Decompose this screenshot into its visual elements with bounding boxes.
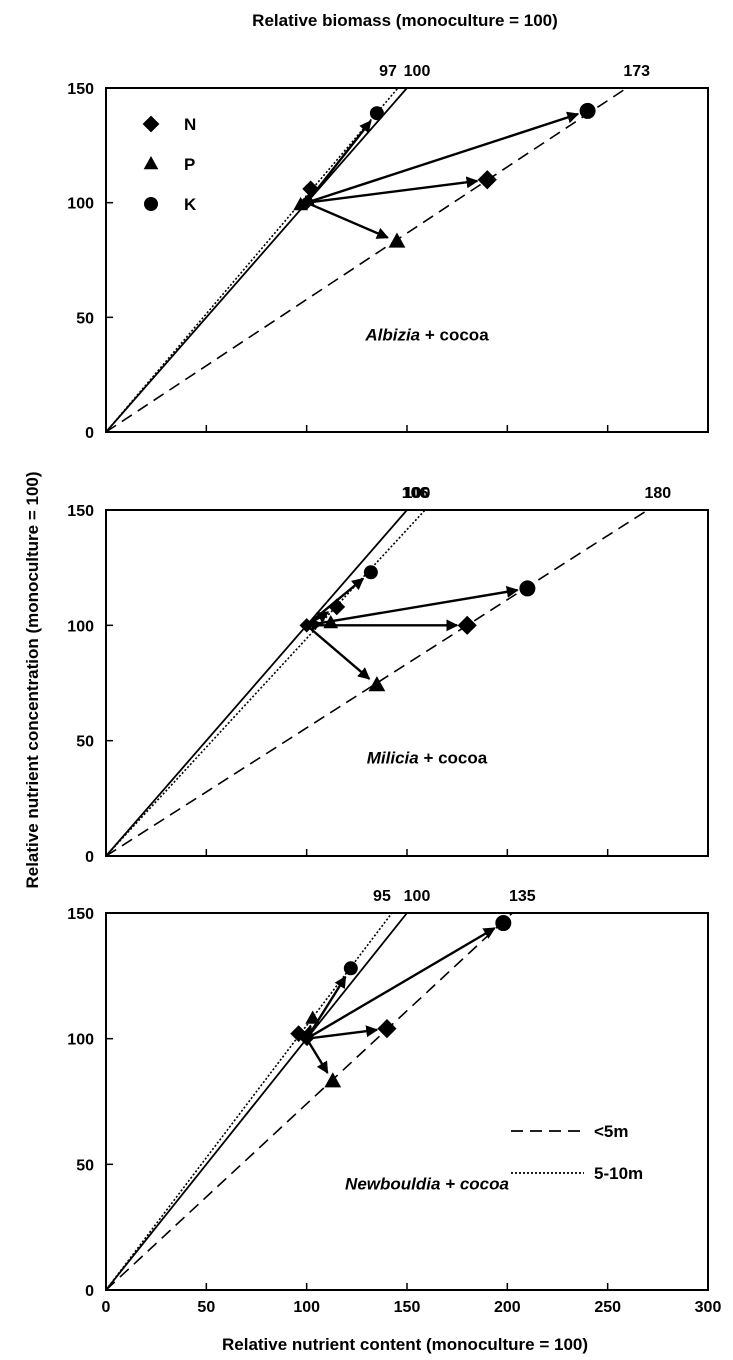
legend-marker-P — [143, 155, 159, 170]
plot-frame — [105, 509, 709, 857]
panel-title-italic: Newbouldia + cocoa — [345, 1174, 509, 1193]
isoline-solid — [105, 912, 408, 1291]
y-tick-label: 150 — [67, 503, 94, 520]
panel-title-rest: + cocoa — [419, 749, 488, 768]
legend-line-label: <5m — [594, 1122, 629, 1141]
x-tick-label: 100 — [293, 1299, 320, 1316]
isoline-label: 95 — [373, 888, 391, 905]
point-P-dashed — [368, 676, 386, 692]
y-tick-label: 0 — [85, 1283, 94, 1300]
point-K-dotted — [369, 106, 384, 121]
x-tick-label: 300 — [695, 1299, 722, 1316]
x-tick-label: 200 — [494, 1299, 521, 1316]
isoline-dashed — [105, 912, 513, 1291]
point-P-dashed — [388, 232, 406, 248]
vector-arrow-K — [305, 120, 372, 204]
panel-title-rest: + cocoa — [420, 325, 489, 344]
panel-title-italic: Milicia — [367, 749, 419, 768]
legend-marker-label: N — [184, 115, 196, 134]
point-K-dashed — [519, 580, 536, 597]
vector-arrow-K — [306, 585, 519, 627]
x-tick-label: 50 — [197, 1299, 215, 1316]
point-N-dashed — [457, 615, 477, 635]
origin-point — [299, 195, 314, 210]
y-tick-label: 50 — [76, 310, 94, 327]
isoline-dashed — [105, 509, 649, 857]
isoline-solid — [105, 87, 408, 433]
origin-point — [299, 1031, 314, 1046]
chart-panel-3: 0 50 100 150 0 50 100 150 200 250 300 95 100 135 Newbo… — [67, 888, 721, 1316]
vector-arrow-P — [305, 1038, 329, 1074]
origin-point — [299, 618, 314, 633]
panel-title: Milicia + cocoa — [367, 749, 488, 768]
vector-arrow-K — [305, 577, 365, 627]
x-tick-label: 150 — [394, 1299, 421, 1316]
y-tick-label: 0 — [85, 849, 94, 866]
plot-frame — [105, 912, 709, 1291]
legend-marker-N — [142, 115, 160, 133]
point-N-dotted — [302, 180, 320, 198]
point-P-dashed — [324, 1072, 342, 1088]
y-tick-label: 0 — [85, 425, 94, 442]
vector-arrow-N — [306, 176, 479, 204]
top-axis-label: Relative biomass (monoculture = 100) — [252, 11, 558, 30]
isoline-label: 135 — [509, 888, 536, 905]
point-K-dashed — [495, 915, 512, 932]
y-tick-label: 100 — [67, 196, 94, 213]
legend-marker-K — [144, 197, 158, 211]
point-N-dashed — [377, 1019, 397, 1039]
isoline-label: 173 — [623, 63, 650, 80]
panel-title: Newbouldia + cocoa — [345, 1174, 509, 1193]
vector-arrow-K — [306, 927, 496, 1040]
panel-title: Albizia + cocoa — [364, 325, 489, 344]
vector-arrow-P — [305, 624, 371, 680]
isoline-label: 97 — [379, 63, 397, 80]
point-K-dotted — [363, 565, 378, 580]
isoline-dashed — [105, 87, 628, 433]
y-tick-label: 100 — [67, 618, 94, 635]
y-tick-label: 50 — [76, 1157, 94, 1174]
legend-marker-label: K — [184, 195, 197, 214]
point-N-dotted — [290, 1025, 308, 1043]
y-tick-label: 50 — [76, 734, 94, 751]
y-tick-label: 150 — [67, 906, 94, 923]
legend-marker-label: P — [184, 155, 195, 174]
legend-line-label: 5-10m — [594, 1164, 643, 1183]
point-K-dotted — [343, 961, 358, 976]
vector-arrow-K — [306, 111, 580, 204]
panels-group: 0 50 100 150 97 100 173 Albizia + cocoa N P K 0 50 10… — [67, 63, 721, 1316]
isoline-dotted — [105, 87, 399, 433]
isoline-label: 106 — [402, 485, 429, 502]
point-N-dashed — [477, 170, 497, 190]
isoline-label: 180 — [644, 485, 671, 502]
isoline-label: 100 — [404, 63, 431, 80]
vector-arrow-P — [306, 201, 389, 239]
x-tick-label: 250 — [594, 1299, 621, 1316]
panel-title-italic: Albizia — [364, 325, 420, 344]
y-tick-label: 150 — [67, 81, 94, 98]
point-P-dotted — [305, 1010, 321, 1024]
isoline-label: 100 — [404, 485, 431, 502]
x-axis-label: Relative nutrient content (monoculture =… — [222, 1335, 588, 1354]
vector-arrow-K — [305, 975, 347, 1040]
isoline-solid — [105, 509, 408, 857]
y-axis-label: Relative nutrient concentration (monocul… — [23, 471, 42, 888]
y-tick-label: 100 — [67, 1032, 94, 1049]
plot-frame — [105, 87, 709, 433]
isoline-label: 100 — [404, 888, 431, 905]
x-tick-label: 0 — [102, 1299, 111, 1316]
isoline-dotted — [105, 912, 393, 1291]
point-K-dashed — [579, 102, 596, 119]
point-N-dotted — [328, 598, 346, 616]
chart-panel-1: 0 50 100 150 97 100 173 Albizia + cocoa N P K — [67, 63, 709, 442]
vector-arrow-N — [306, 1025, 379, 1040]
